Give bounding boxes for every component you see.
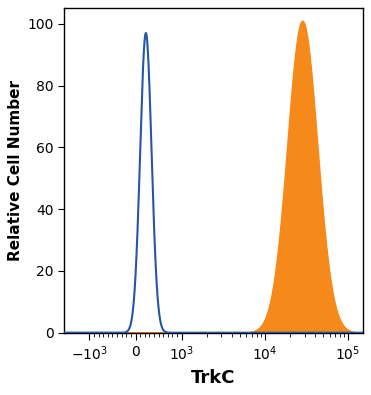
Y-axis label: Relative Cell Number: Relative Cell Number [8,80,23,261]
X-axis label: TrkC: TrkC [191,369,236,387]
